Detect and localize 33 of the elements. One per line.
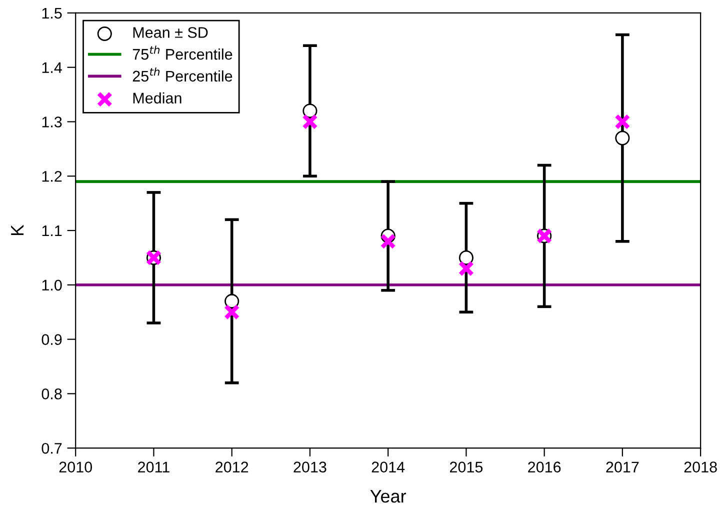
x-axis-title: Year	[370, 490, 406, 503]
x-tick-label: 2015	[450, 462, 483, 472]
point	[302, 114, 318, 130]
y-tick-label: 1.1	[42, 226, 62, 236]
point	[302, 104, 318, 118]
point	[224, 294, 240, 308]
point	[458, 260, 474, 276]
y-tick-label: 1.5	[42, 8, 62, 19]
legend-label: 75$^{th}$ Percentile	[132, 46, 232, 60]
legend-label: 25$^{th}$ Percentile	[132, 67, 232, 82]
x-tick-label: 2010	[59, 462, 92, 472]
y-tick-label: 0.9	[42, 334, 62, 345]
x-tick-label: 2018	[684, 462, 717, 472]
x-tick-label: 2012	[216, 462, 248, 472]
x-tick-label: 2017	[606, 462, 639, 472]
y-tick-label: 1.4	[42, 62, 62, 73]
y-axis-title: K	[11, 224, 24, 236]
point	[615, 130, 630, 146]
y-tick-label: 1.3	[42, 116, 62, 128]
y-tick-label: 0.7	[42, 442, 62, 454]
point	[380, 233, 396, 250]
legend-label: Mean ± SD	[133, 27, 208, 38]
y-tick-label: 1.2	[42, 170, 62, 182]
point	[458, 250, 474, 265]
x-tick-label: 2016	[528, 462, 561, 472]
x-tick-label: 2011	[138, 462, 170, 472]
point	[614, 114, 630, 130]
legend-label: Median	[133, 92, 182, 104]
y-tick-label: 1.0	[42, 280, 62, 291]
y-tick-label: 0.8	[42, 388, 62, 400]
x-tick-label: 2013	[294, 462, 326, 472]
point	[224, 304, 240, 320]
x-tick-label: 2014	[372, 462, 405, 472]
